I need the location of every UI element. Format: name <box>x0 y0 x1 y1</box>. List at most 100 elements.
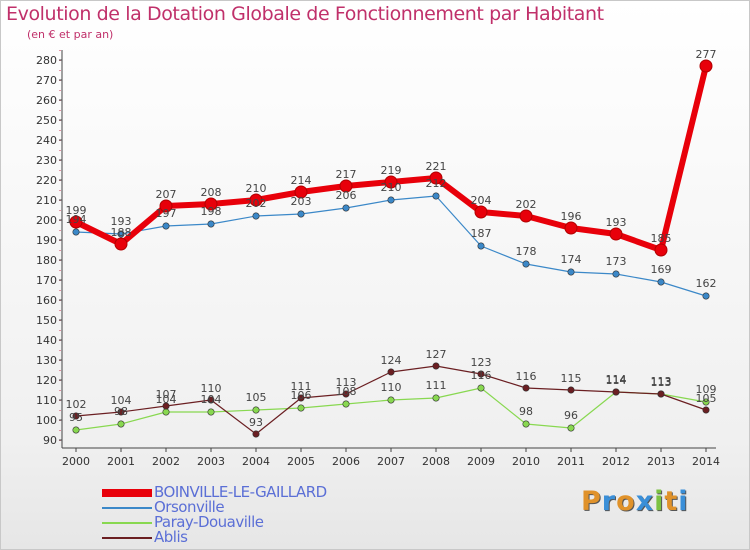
chart-subtitle: (en € et par an) <box>27 28 114 41</box>
data-label: 104 <box>156 393 177 406</box>
data-point <box>339 179 353 193</box>
data-point <box>657 390 665 398</box>
data-point <box>249 193 263 207</box>
data-point <box>252 406 260 414</box>
data-label: 174 <box>561 253 582 266</box>
logo-letter: P <box>581 486 602 517</box>
data-label: 173 <box>606 255 627 268</box>
data-label: 210 <box>381 181 402 194</box>
data-label: 193 <box>606 216 627 229</box>
data-label: 108 <box>336 385 357 398</box>
data-point <box>477 242 485 250</box>
x-tick-label: 2014 <box>692 455 720 468</box>
data-point <box>207 220 215 228</box>
data-point <box>699 59 713 73</box>
y-tick-label: 270 <box>36 74 57 87</box>
data-label: 196 <box>561 210 582 223</box>
data-point <box>702 398 710 406</box>
y-tick-label: 200 <box>36 214 57 227</box>
data-label: 96 <box>564 409 578 422</box>
data-point <box>384 175 398 189</box>
data-point <box>387 368 395 376</box>
data-point <box>609 227 623 241</box>
data-point <box>519 209 533 223</box>
y-tick-label: 120 <box>36 374 57 387</box>
data-point <box>432 192 440 200</box>
data-label: 207 <box>156 188 177 201</box>
y-tick-label: 240 <box>36 134 57 147</box>
data-label: 198 <box>201 205 222 218</box>
x-tick-label: 2007 <box>377 455 405 468</box>
data-label: 217 <box>336 168 357 181</box>
data-point <box>702 292 710 300</box>
data-label: 194 <box>66 213 87 226</box>
data-label: 98 <box>114 405 128 418</box>
x-tick-label: 2011 <box>557 455 585 468</box>
data-point <box>522 384 530 392</box>
x-tick-label: 2001 <box>107 455 135 468</box>
data-point <box>207 408 215 416</box>
data-point <box>117 230 125 238</box>
data-point <box>69 215 83 229</box>
x-tick-label: 2013 <box>647 455 675 468</box>
data-point <box>657 278 665 286</box>
y-tick-label: 170 <box>36 274 57 287</box>
data-label: 210 <box>246 182 267 195</box>
data-point <box>612 270 620 278</box>
x-tick-label: 2012 <box>602 455 630 468</box>
data-point <box>567 424 575 432</box>
data-label: 114 <box>606 374 627 387</box>
data-label: 106 <box>291 389 312 402</box>
data-label: 95 <box>69 411 83 424</box>
legend-label: Paray-Douaville <box>154 513 264 531</box>
x-tick-label: 2004 <box>242 455 270 468</box>
y-tick-label: 90 <box>43 434 57 447</box>
data-point <box>474 205 488 219</box>
data-label: 219 <box>381 164 402 177</box>
data-point <box>564 221 578 235</box>
data-point <box>117 420 125 428</box>
data-label: 199 <box>66 204 87 217</box>
logo-letter: i <box>654 486 665 517</box>
data-point <box>342 204 350 212</box>
data-label: 185 <box>651 232 672 245</box>
data-label: 115 <box>561 372 582 385</box>
y-tick-label: 180 <box>36 254 57 267</box>
data-point <box>342 390 350 398</box>
chart-title: Evolution de la Dotation Globale de Fonc… <box>6 3 604 25</box>
data-point <box>252 212 260 220</box>
legend-swatch <box>102 537 152 539</box>
data-label: 93 <box>249 416 263 429</box>
data-point <box>204 197 218 211</box>
x-tick-label: 2003 <box>197 455 225 468</box>
data-point <box>72 426 80 434</box>
data-label: 98 <box>519 405 533 418</box>
data-point <box>162 222 170 230</box>
data-label: 110 <box>201 382 222 395</box>
data-label: 187 <box>471 227 492 240</box>
data-label: 202 <box>516 198 537 211</box>
data-label: 178 <box>516 245 537 258</box>
data-point <box>297 394 305 402</box>
data-label: 102 <box>66 398 87 411</box>
data-point <box>72 228 80 236</box>
data-label: 208 <box>201 186 222 199</box>
legend-swatch <box>102 489 152 497</box>
data-point <box>159 199 173 213</box>
legend-swatch <box>102 507 152 509</box>
data-point <box>294 185 308 199</box>
data-point <box>342 400 350 408</box>
data-point <box>477 384 485 392</box>
y-tick-label: 220 <box>36 174 57 187</box>
data-point <box>702 406 710 414</box>
data-point <box>207 396 215 404</box>
data-label: 169 <box>651 263 672 276</box>
data-label: 206 <box>336 189 357 202</box>
data-label: 127 <box>426 348 447 361</box>
data-point <box>297 404 305 412</box>
data-point <box>117 408 125 416</box>
logo-letter: o <box>616 486 636 517</box>
x-tick-label: 2005 <box>287 455 315 468</box>
x-tick-label: 2010 <box>512 455 540 468</box>
proxiti-logo: Proxiti <box>581 486 689 517</box>
